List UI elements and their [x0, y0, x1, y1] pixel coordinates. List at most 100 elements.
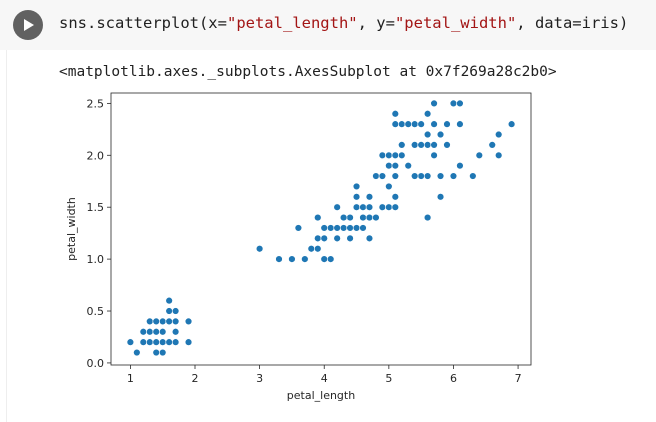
scatter-point: [423, 110, 432, 118]
x-axis-label: petal_length: [287, 389, 355, 402]
scatter-point: [359, 224, 367, 232]
code-string-x: "petal_length": [226, 14, 358, 32]
scatter-point: [430, 141, 438, 149]
scatter-point: [404, 120, 412, 128]
code-string-y: "petal_width": [394, 14, 517, 32]
scatter-point: [301, 255, 309, 263]
scatter-point: [385, 161, 393, 170]
scatter-point: [378, 203, 387, 211]
scatter-point: [436, 193, 445, 201]
scatter-point: [352, 182, 361, 191]
x-tick-label: 1: [127, 372, 134, 385]
scatter-point: [365, 193, 374, 201]
scatter-point: [410, 141, 419, 149]
scatter-point: [346, 213, 354, 222]
scatter-point: [346, 224, 354, 232]
scatter-point: [165, 296, 173, 305]
scatter-point: [365, 234, 374, 243]
scatter-point: [158, 328, 167, 336]
scatter-point: [158, 317, 167, 326]
scatter-point: [391, 110, 400, 118]
scatter-point: [171, 307, 180, 315]
scatter-point: [365, 213, 374, 222]
scatter-point: [385, 151, 393, 159]
scatter-point: [146, 338, 154, 346]
scatter-point: [158, 348, 167, 357]
scatter-point: [352, 203, 361, 211]
scatter-point: [436, 172, 445, 180]
code-token: sns.scatterplot(x=: [59, 14, 227, 32]
scatter-point: [346, 234, 354, 243]
code-editor-line[interactable]: sns.scatterplot(x="petal_length", y="pet…: [59, 12, 628, 34]
scatter-point: [391, 151, 400, 159]
scatter-point: [320, 234, 328, 243]
code-token: , y=: [357, 14, 395, 32]
y-tick-label: 2.0: [87, 149, 105, 162]
scatter-point: [152, 317, 160, 326]
y-axis-label: petal_width: [65, 197, 78, 261]
scatter-point: [314, 234, 322, 243]
scatter-point: [333, 203, 341, 211]
scatter-point: [443, 120, 451, 128]
scatter-point: [398, 120, 406, 128]
scatter-point: [494, 151, 503, 159]
scatter-point: [449, 99, 458, 108]
y-tick-label: 1.0: [87, 253, 105, 266]
scatter-point: [391, 193, 400, 201]
scatter-point: [488, 141, 496, 149]
scatter-point: [326, 255, 335, 263]
scatter-point: [430, 120, 438, 128]
scatter-point: [320, 255, 328, 263]
scatter-point: [423, 213, 432, 222]
scatter-point: [146, 328, 154, 336]
code-cell-input[interactable]: sns.scatterplot(x="petal_length", y="pet…: [0, 0, 656, 50]
x-tick-label: 5: [385, 372, 392, 385]
scatter-point: [398, 151, 406, 159]
scatter-point: [449, 172, 458, 180]
scatter-point: [326, 224, 335, 232]
y-tick-label: 2.5: [87, 97, 105, 110]
scatter-point: [417, 120, 425, 128]
scatter-point: [139, 328, 148, 336]
scatter-point: [152, 338, 160, 346]
play-icon: [24, 19, 34, 31]
x-tick-label: 4: [321, 372, 328, 385]
scatter-point: [165, 317, 173, 326]
scatter-point: [423, 172, 432, 180]
scatter-point: [436, 130, 445, 139]
scatter-point: [152, 328, 160, 336]
scatter-point: [430, 151, 438, 159]
scatter-point: [410, 120, 419, 128]
scatter-point: [171, 328, 180, 336]
scatter-point: [352, 193, 361, 201]
scatter-point: [372, 172, 380, 180]
scatter-point: [171, 317, 180, 326]
scatter-point: [469, 172, 477, 180]
scatter-point: [423, 130, 432, 139]
scatter-point: [398, 141, 406, 149]
scatter-point: [475, 151, 484, 159]
scatter-point: [165, 307, 173, 315]
y-tick-label: 0.5: [87, 305, 105, 318]
scatter-point: [307, 245, 316, 253]
run-cell-button[interactable]: [13, 10, 43, 40]
x-tick-label: 2: [192, 372, 199, 385]
scatter-point: [385, 203, 393, 211]
y-tick-label: 1.5: [87, 201, 105, 214]
scatter-point: [314, 245, 322, 253]
scatter-point: [391, 172, 400, 180]
scatter-point: [372, 213, 380, 222]
scatter-point: [339, 224, 348, 232]
scatter-point: [365, 203, 374, 211]
x-tick-label: 7: [515, 372, 522, 385]
scatter-points: [126, 99, 516, 357]
scatter-point: [391, 120, 400, 128]
scatter-point: [443, 141, 451, 149]
scatter-point: [494, 130, 503, 139]
scatter-point: [378, 151, 387, 159]
scatter-point: [133, 348, 141, 357]
scatter-point: [430, 99, 438, 108]
scatter-point: [417, 141, 425, 149]
scatter-point: [410, 172, 419, 180]
